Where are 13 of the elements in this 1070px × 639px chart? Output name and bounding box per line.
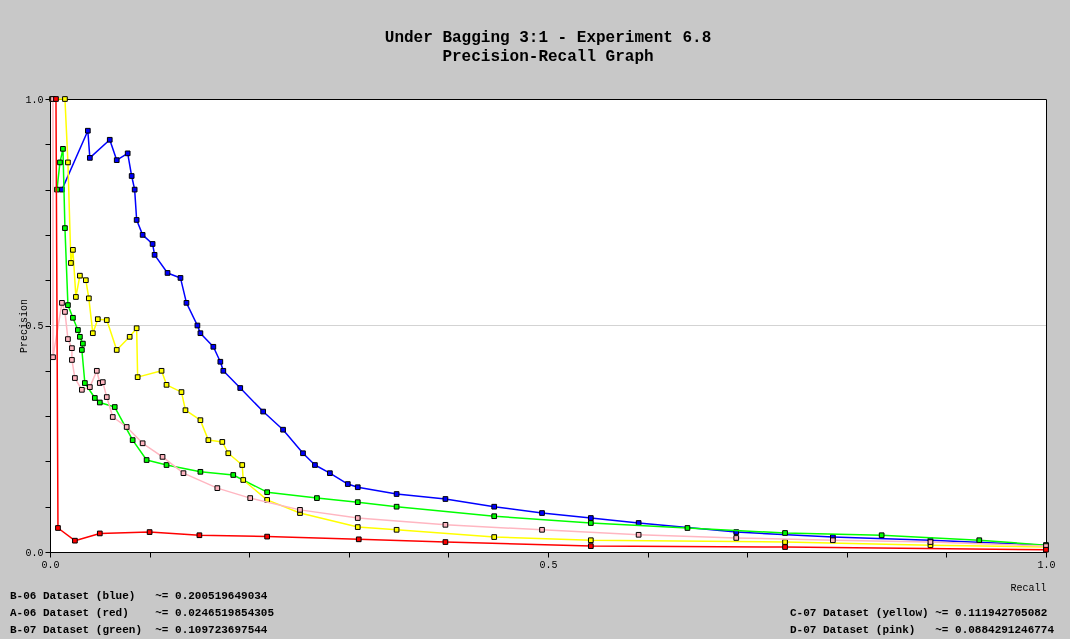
x-tick-label: 1.0 [1037,559,1056,571]
text: B-06 Dataset (blue) ~= 0.200519649034 [10,590,268,602]
text: C-07 Dataset (yellow) ~= 0.111942705082 [790,607,1048,619]
x-tick-label: 0.5 [539,559,558,571]
x-tick-label: 0.0 [41,559,60,571]
chart-title: Under Bagging 3:1 - Experiment 6.8 [384,29,712,47]
y-tick-label: 0.0 [25,547,44,559]
text: D-07 Dataset (pink) ~= 0.0884291246774 [790,624,1055,636]
x-axis-title: Recall [1010,582,1047,594]
text: A-06 Dataset (red) ~= 0.0246519854305 [10,607,275,619]
y-tick-label: 1.0 [25,94,44,106]
text: B-07 Dataset (green) ~= 0.109723697544 [10,624,268,636]
chart-subtitle: Precision-Recall Graph [442,48,654,66]
